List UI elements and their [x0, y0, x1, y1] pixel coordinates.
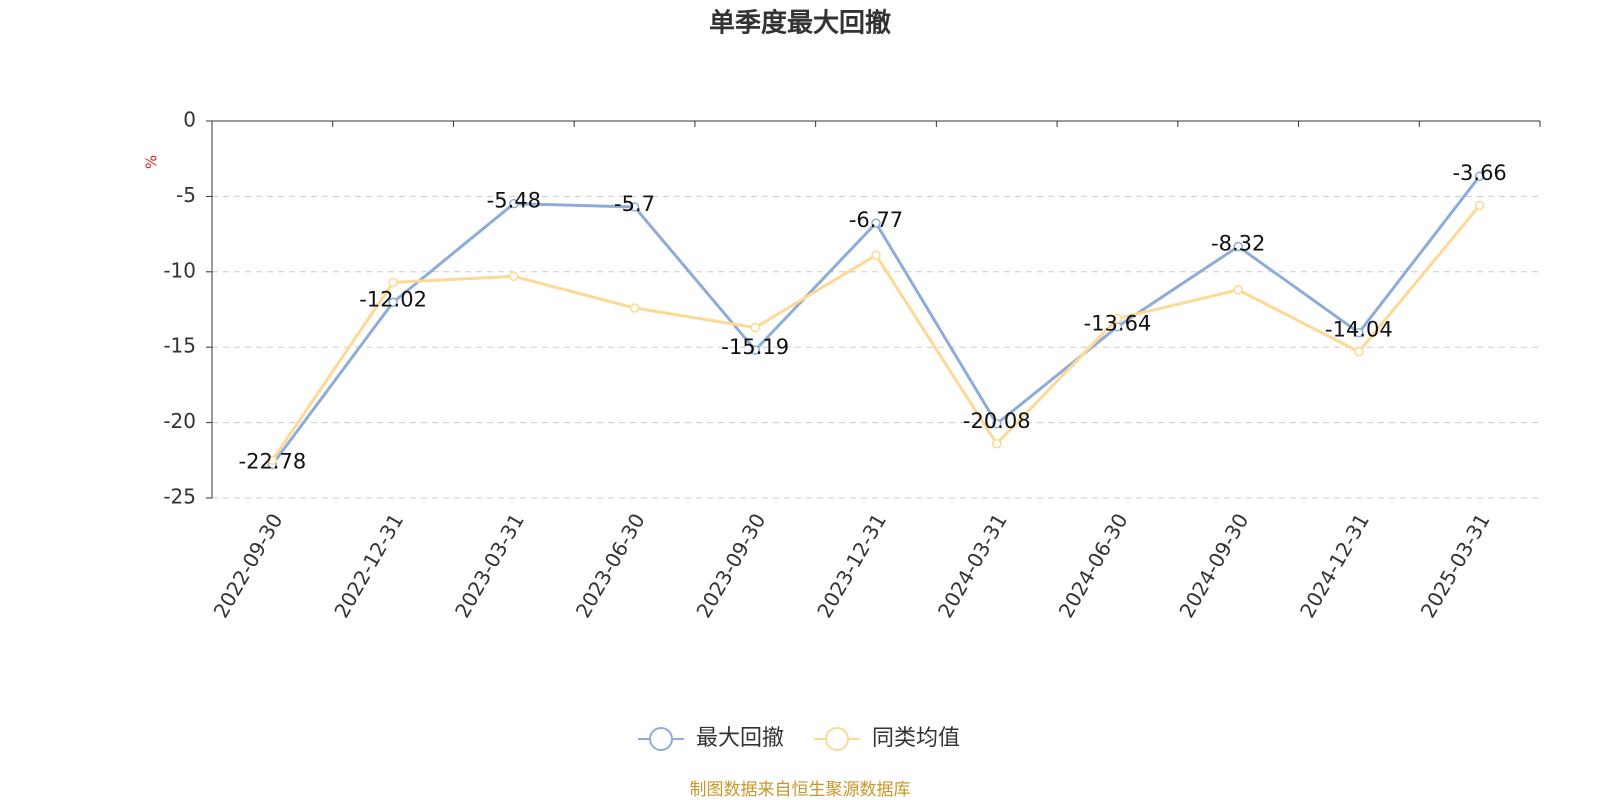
- y-axis-label: %: [143, 155, 161, 169]
- data-point: [1474, 200, 1485, 211]
- y-tick-label: -15: [163, 334, 196, 358]
- data-point: [991, 438, 1002, 449]
- data-label: -15.19: [721, 335, 789, 359]
- data-point: [750, 345, 761, 355]
- data-point: [509, 198, 519, 209]
- data-label: -13.64: [1084, 312, 1152, 336]
- legend-marker: [649, 727, 673, 751]
- data-label: -12.02: [359, 287, 427, 311]
- data-point: [1233, 285, 1243, 295]
- data-label: -8.32: [1211, 231, 1265, 255]
- legend-marker: [825, 727, 850, 751]
- data-point: [1474, 171, 1485, 181]
- legend-label: 同类均值: [872, 726, 960, 751]
- data-point: [509, 271, 519, 282]
- x-tick-label: 2023-03-31: [450, 509, 529, 622]
- x-tick-label: 2025-03-31: [1416, 509, 1495, 622]
- data-point: [750, 322, 761, 333]
- y-tick-label: -5: [176, 183, 196, 207]
- data-label: -22.78: [239, 450, 307, 474]
- data-point: [991, 419, 1002, 429]
- data-point: [871, 218, 881, 228]
- data-label: -20.08: [963, 409, 1031, 433]
- x-tick-label: 2024-06-30: [1054, 509, 1133, 622]
- x-tick-label: 2024-03-31: [933, 509, 1012, 622]
- x-tick-label: 2023-06-30: [571, 509, 650, 622]
- x-tick-label: 2024-12-31: [1295, 509, 1374, 622]
- x-tick-label: 2022-12-31: [329, 509, 408, 622]
- y-tick-label: -10: [163, 258, 196, 282]
- x-tick-label: 2022-09-30: [209, 509, 288, 622]
- data-point: [629, 202, 640, 212]
- data-point: [388, 297, 398, 308]
- data-label: -5.48: [487, 189, 541, 213]
- x-tick-label: 2023-09-30: [691, 509, 770, 622]
- data-point: [1354, 327, 1364, 338]
- legend-label: 最大回撤: [696, 726, 784, 751]
- data-label: -3.66: [1452, 161, 1506, 185]
- data-point: [267, 455, 278, 466]
- y-tick-label: -25: [163, 485, 196, 509]
- data-label: -6.77: [849, 208, 903, 232]
- data-point: [1112, 313, 1123, 324]
- chart-title: 单季度最大回撤: [709, 8, 891, 39]
- series-line: [271, 204, 1481, 462]
- data-label: -5.7: [614, 192, 655, 216]
- x-tick-label: 2023-12-31: [812, 509, 891, 622]
- data-point: [388, 277, 398, 288]
- data-point: [629, 303, 640, 313]
- data-label: -14.04: [1325, 318, 1393, 342]
- data-point: [871, 250, 881, 260]
- y-tick-label: -20: [163, 409, 196, 433]
- data-point: [1354, 346, 1364, 357]
- y-tick-label: 0: [183, 108, 196, 132]
- source-note: 制图数据来自恒生聚源数据库: [690, 780, 911, 800]
- x-tick-label: 2024-09-30: [1174, 509, 1253, 622]
- data-point: [1233, 241, 1243, 252]
